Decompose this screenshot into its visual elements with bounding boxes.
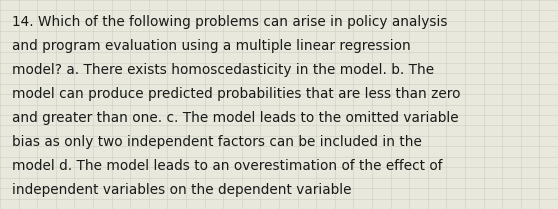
Text: model can produce predicted probabilities that are less than zero: model can produce predicted probabilitie…	[12, 87, 461, 101]
Text: bias as only two independent factors can be included in the: bias as only two independent factors can…	[12, 135, 422, 149]
Text: and program evaluation using a multiple linear regression: and program evaluation using a multiple …	[12, 39, 411, 53]
Text: model d. The model leads to an overestimation of the effect of: model d. The model leads to an overestim…	[12, 159, 443, 173]
Text: 14. Which of the following problems can arise in policy analysis: 14. Which of the following problems can …	[12, 15, 448, 29]
Text: and greater than one. c. The model leads to the omitted variable: and greater than one. c. The model leads…	[12, 111, 459, 125]
Text: model? a. There exists homoscedasticity in the model. b. The: model? a. There exists homoscedasticity …	[12, 63, 434, 77]
Text: independent variables on the dependent variable: independent variables on the dependent v…	[12, 183, 352, 197]
